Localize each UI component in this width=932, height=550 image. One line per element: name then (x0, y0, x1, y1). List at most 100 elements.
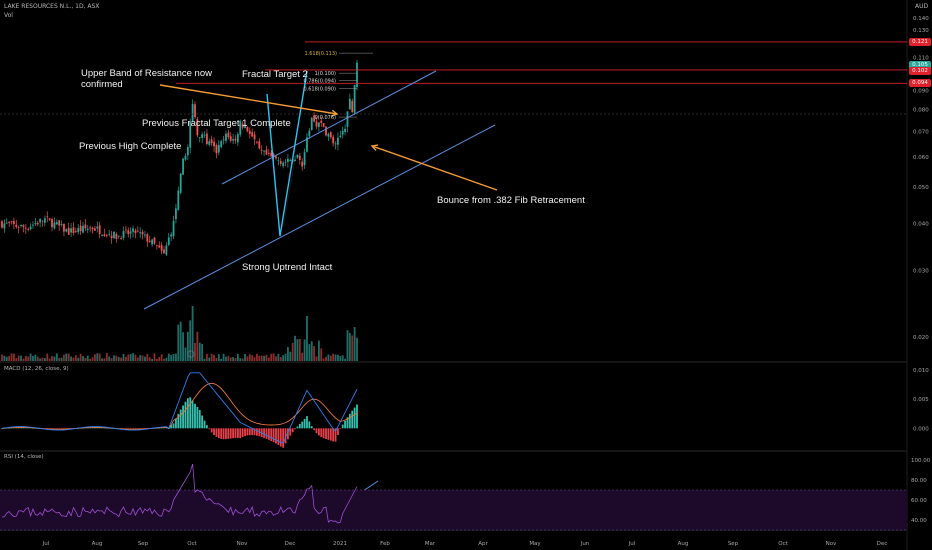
macd-hist-bar (272, 428, 275, 443)
volume-bar (165, 357, 168, 361)
candle-body (284, 161, 287, 163)
macd-hist-bar (234, 428, 237, 438)
candle-body (48, 218, 51, 220)
volume-bar (139, 355, 142, 361)
macd-hist-bar (186, 398, 189, 429)
fib-level-label: 0(0.076) (315, 115, 336, 121)
candle-body (189, 121, 192, 148)
candle-body (272, 154, 275, 158)
volume-bar (77, 357, 80, 361)
macd-hist-bar (303, 419, 306, 429)
annotation-arrow-upper-band-head (331, 109, 339, 117)
time-axis-label: Nov (826, 541, 837, 547)
volume-bar (291, 342, 294, 361)
volume-bar (117, 357, 120, 361)
macd-hist-bar (275, 428, 277, 444)
macd-hist-bar (332, 428, 335, 442)
candle-body (98, 225, 101, 235)
volume-bar (344, 358, 346, 361)
candle-body (277, 160, 280, 162)
macd-hist-bar (313, 428, 316, 431)
volume-bar (303, 339, 306, 361)
candle-body (13, 220, 15, 224)
volume-bar (246, 356, 249, 361)
macd-hist-bar (325, 428, 327, 440)
candle-body (139, 232, 142, 234)
candle-body (320, 120, 323, 123)
time-axis-label: Sep (728, 541, 739, 547)
candle-body (356, 62, 358, 88)
candle-body (215, 145, 218, 154)
volume-bar (236, 353, 239, 361)
candle-body (248, 130, 251, 135)
fib-level-label: 1.618(0.113) (304, 51, 337, 57)
macd-hist-bar (308, 421, 311, 429)
time-axis-label: Feb (380, 541, 390, 547)
candle-body (96, 226, 99, 229)
candle-body (3, 223, 6, 229)
volume-bar (160, 354, 163, 361)
price-tick-label: 0.060 (913, 155, 929, 161)
macd-tick-label: 0.005 (913, 397, 929, 403)
candle-body (194, 104, 196, 117)
volume-bar (108, 356, 111, 361)
candle-body (132, 228, 134, 232)
volume-bar (82, 356, 84, 361)
candle-body (225, 133, 227, 141)
candle-body (198, 137, 201, 138)
volume-bar (287, 347, 289, 361)
volume-bar (129, 353, 132, 361)
annotation-uptrend: Strong Uptrend Intact (242, 262, 333, 273)
volume-bar (146, 354, 149, 361)
candle-body (191, 103, 194, 122)
volume-bar (17, 355, 20, 361)
macd-hist-bar (208, 428, 211, 430)
annotation-arrow-bounce-head (370, 144, 379, 151)
candle-body (105, 234, 108, 236)
macd-hist-bar (215, 428, 218, 437)
price-tick-label: 0.080 (913, 108, 929, 114)
volume-bar (132, 353, 134, 361)
macd-hist-bar (217, 428, 220, 439)
candle-body (34, 223, 37, 225)
macd-hist-bar (194, 403, 196, 429)
candle-body (346, 111, 349, 127)
macd-hist-bar (248, 428, 251, 436)
volume-bar (298, 338, 301, 361)
volume-bar (260, 355, 263, 361)
macd-hist-bar (179, 409, 182, 429)
candle-body (8, 221, 11, 223)
volume-bar (289, 351, 292, 361)
price-tick-label: 0.130 (913, 28, 929, 34)
candle-body (258, 141, 261, 149)
macd-hist-bar (198, 409, 201, 429)
time-axis-label: Aug (678, 541, 689, 547)
macd-hist-bar (203, 420, 206, 429)
candle-body (253, 134, 256, 140)
candle-body (94, 228, 96, 231)
annotation-arrow-bounce (371, 145, 498, 191)
volume-bar (53, 356, 56, 361)
candle-body (348, 98, 351, 110)
macd-hist-bar (353, 407, 356, 429)
candle-body (227, 132, 230, 138)
volume-bar (13, 353, 15, 361)
volume-bar (15, 358, 18, 361)
macd-hist-bar (222, 428, 225, 440)
rsi-tick-label: 60.00 (911, 498, 927, 504)
volume-bar (58, 357, 61, 361)
time-axis-label: Oct (187, 541, 197, 547)
macd-hist-bar (287, 428, 289, 440)
macd-hist-bar (246, 428, 249, 436)
candle-body (236, 134, 239, 143)
volume-bar (39, 358, 42, 361)
volume-bar (263, 355, 265, 361)
macd-hist-bar (201, 415, 204, 429)
candle-body (148, 240, 151, 242)
volume-bar (256, 353, 258, 361)
macd-signal-line (1, 382, 358, 430)
volume-bar (258, 355, 261, 361)
macd-hist-bar (301, 421, 304, 429)
volume-bar (72, 357, 75, 361)
